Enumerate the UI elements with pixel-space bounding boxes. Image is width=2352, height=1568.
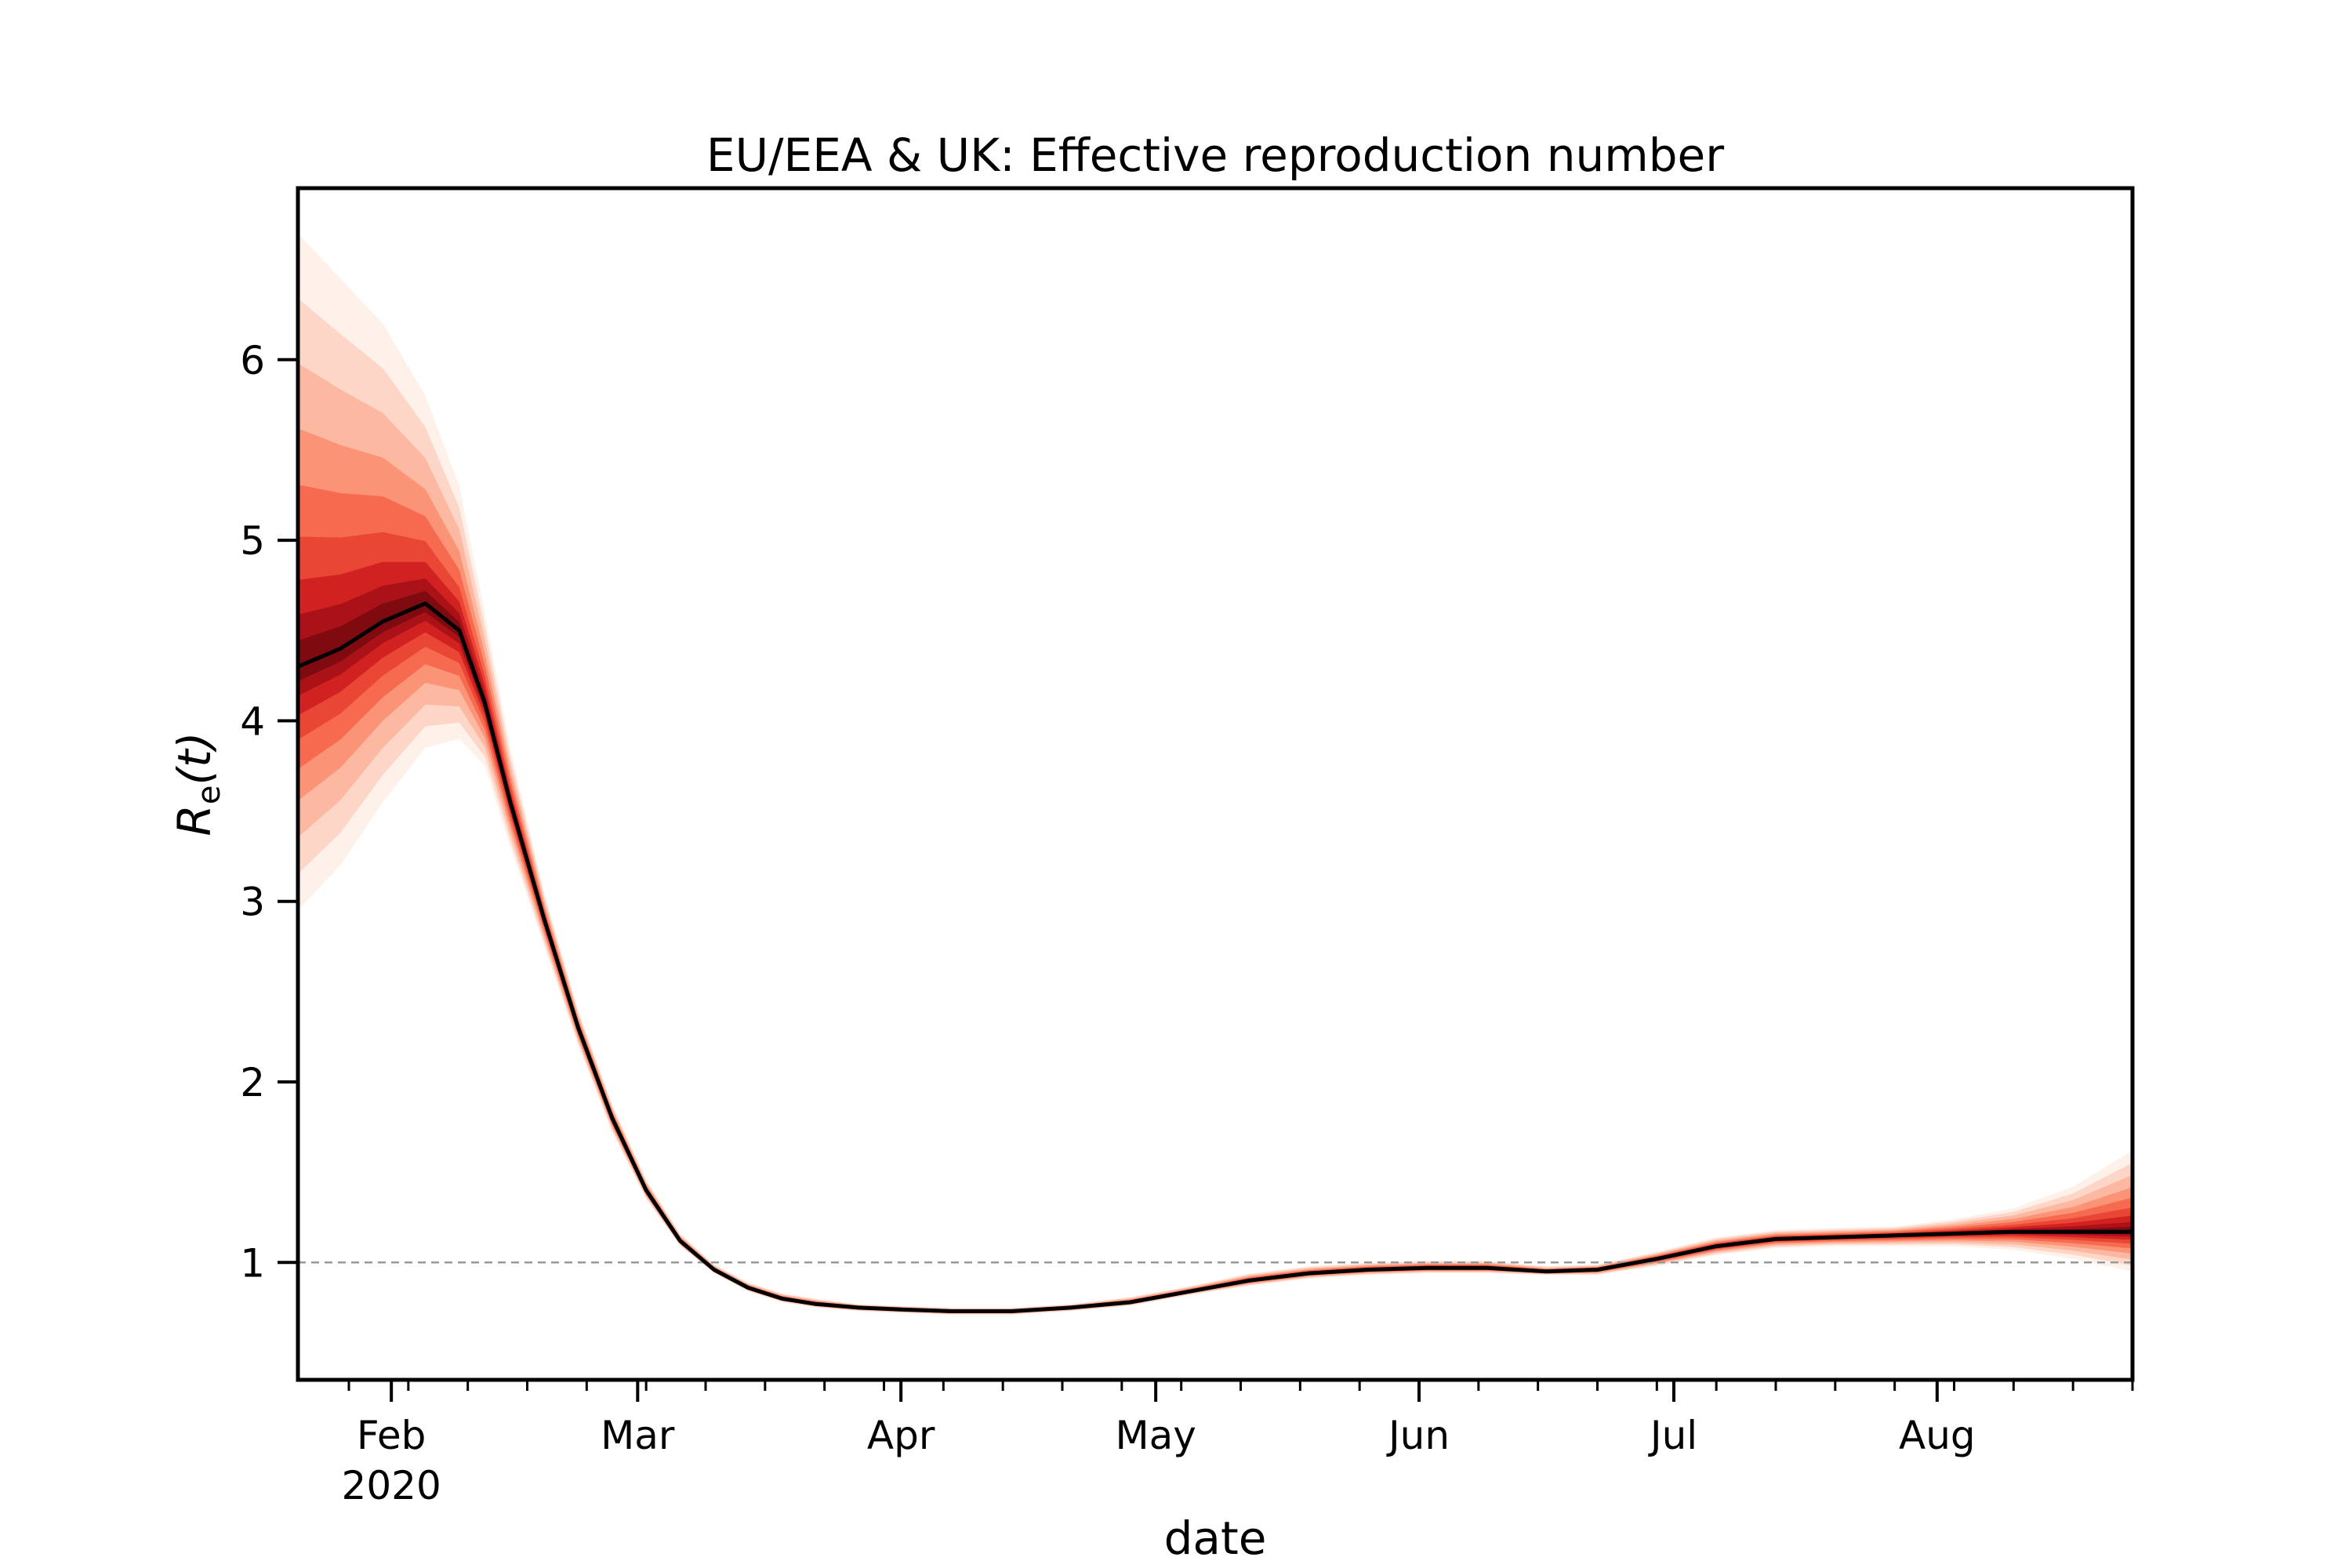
x-tick-label: Mar: [601, 1413, 675, 1458]
x-tick-label: Aug: [1899, 1413, 1976, 1458]
median-line-group: [297, 601, 2132, 1313]
y-axis-label: Re(t): [168, 732, 227, 837]
chart-title: EU/EEA & UK: Effective reproduction numb…: [706, 129, 1724, 182]
median-line: [297, 601, 2132, 1313]
y-axis-label-main: R: [168, 804, 221, 836]
y-tick-label: 5: [240, 518, 265, 564]
plot-frame: [296, 186, 2135, 1382]
y-tick-label: 1: [240, 1240, 265, 1286]
x-tick-label: May: [1115, 1413, 1196, 1458]
y-axis-label-sub: e: [191, 786, 227, 805]
x-tick-label: Feb: [357, 1413, 426, 1458]
y-tick-label: 6: [240, 338, 265, 383]
y-axis: 1 2 3 4 5 6: [240, 338, 298, 1286]
x-tick-label: Jul: [1648, 1413, 1697, 1458]
y-tick-label: 4: [240, 699, 265, 744]
x-tick-sublabel: 2020: [342, 1463, 441, 1508]
y-tick-label: 3: [240, 880, 265, 925]
x-axis: Feb 2020 Mar Apr May Jun Jul Aug: [342, 1380, 2134, 1508]
x-axis-label: date: [1164, 1512, 1267, 1565]
y-axis-label-arg: (t): [168, 732, 221, 786]
y-tick-label: 2: [240, 1060, 265, 1105]
x-tick-label: Apr: [867, 1413, 935, 1458]
x-tick-label: Jun: [1386, 1413, 1450, 1458]
